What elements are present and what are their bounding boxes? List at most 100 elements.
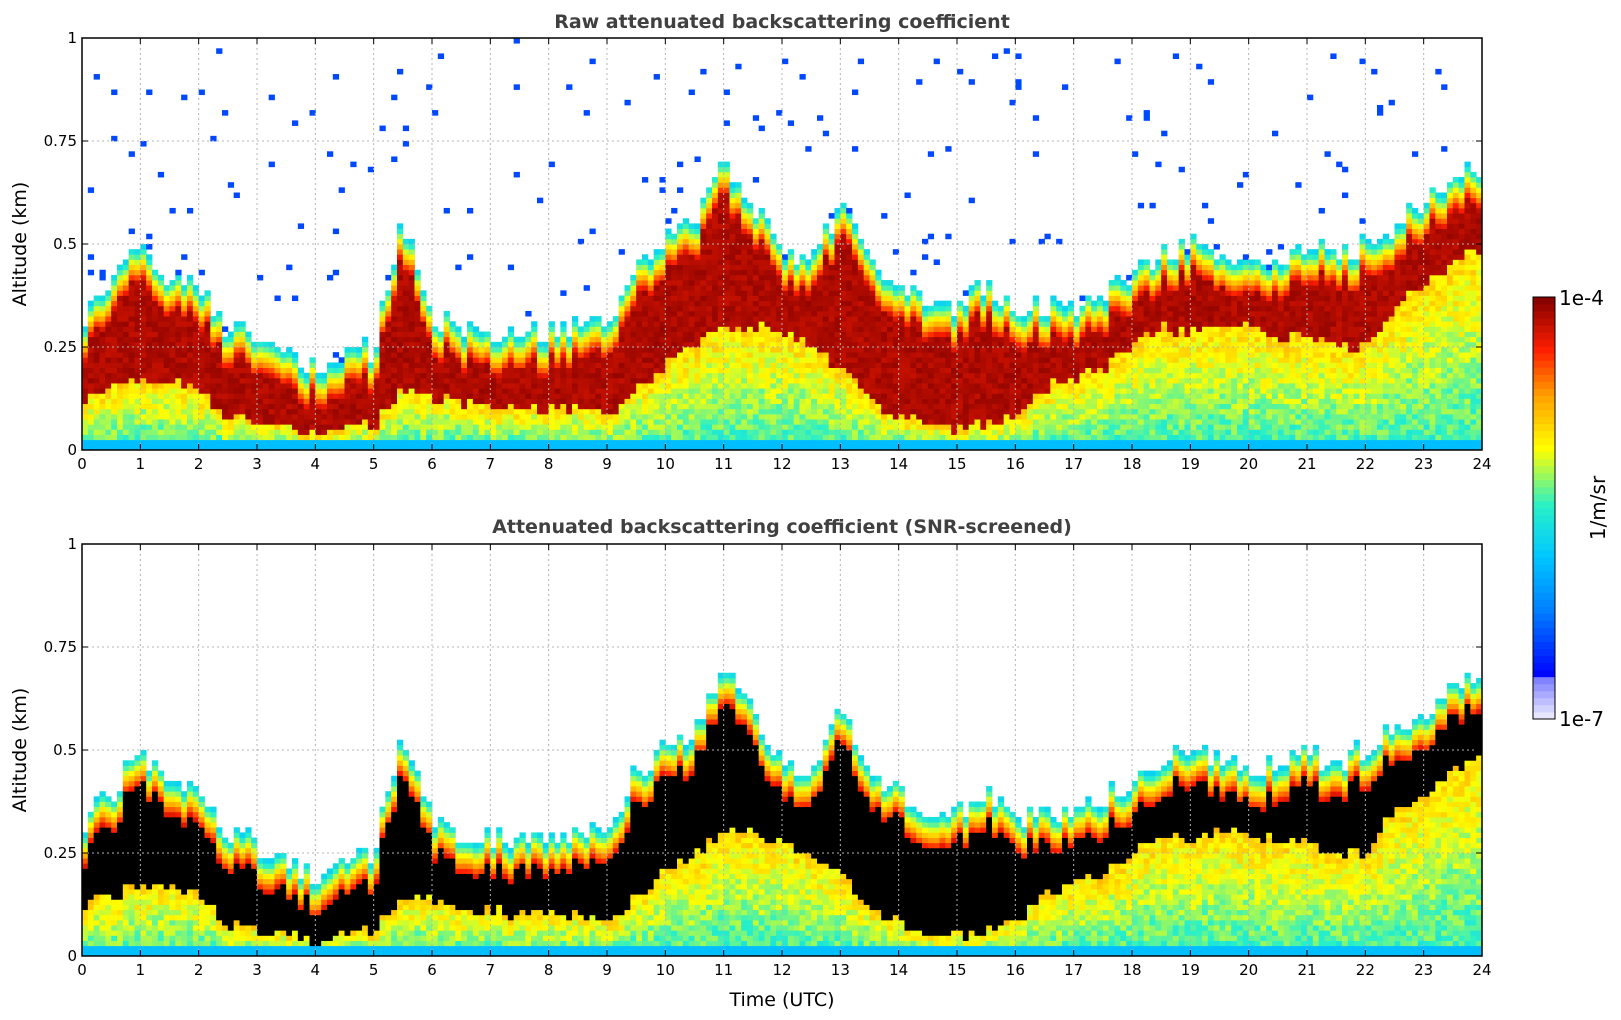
heatmap-cell [671, 264, 678, 271]
heatmap-cell [315, 413, 322, 420]
heatmap-cell [927, 383, 935, 389]
heatmap-cell [653, 362, 660, 368]
heatmap-cell [968, 398, 975, 405]
heatmap-cell [280, 357, 287, 363]
heatmap-cell [449, 372, 456, 379]
heatmap-cell [134, 419, 141, 425]
heatmap-cell [822, 228, 830, 235]
heatmap-cell [671, 347, 678, 353]
heatmap-cell [455, 377, 462, 384]
heatmap-cell [846, 383, 853, 389]
heatmap-cell [461, 408, 468, 415]
heatmap-cell [799, 352, 806, 358]
heatmap-cell [677, 244, 684, 250]
heatmap-cell [764, 341, 771, 348]
heatmap-cell [671, 444, 678, 450]
heatmap-cell [782, 429, 789, 435]
heatmap-cell [852, 223, 859, 229]
heatmap-cell [665, 388, 672, 394]
heatmap-cell [712, 383, 719, 389]
heatmap-cell [630, 429, 637, 435]
heatmap-cell [239, 403, 246, 410]
heatmap-cell [519, 439, 526, 446]
heatmap-cell [280, 429, 287, 435]
heatmap-cell [729, 192, 736, 199]
heatmap-cell [688, 352, 695, 358]
heatmap-cell [262, 347, 270, 353]
heatmap-cell [951, 357, 958, 363]
heatmap-cell [385, 357, 392, 363]
heatmap-cell [426, 372, 433, 379]
heatmap-cell [968, 316, 975, 322]
heatmap-cell [805, 295, 812, 302]
heatmap-cell [811, 274, 818, 281]
heatmap-cell [980, 300, 987, 307]
heatmap-cell [187, 393, 194, 399]
heatmap-cell [659, 259, 666, 265]
heatmap-cell [117, 434, 124, 441]
heatmap-cell [397, 244, 404, 250]
heatmap-cell [688, 413, 695, 420]
heatmap-cell [449, 331, 456, 338]
heatmap-cell [665, 419, 672, 425]
heatmap-cell [688, 290, 695, 296]
heatmap-cell [548, 398, 555, 405]
heatmap-cell [741, 295, 748, 302]
heatmap-cell [292, 295, 299, 302]
heatmap-cell [175, 331, 182, 338]
heatmap-cell [682, 408, 690, 415]
heatmap-cell [811, 393, 818, 399]
heatmap-cell [262, 341, 270, 348]
heatmap-cell [677, 331, 684, 338]
heatmap-cell [105, 321, 112, 327]
heatmap-cell [735, 439, 742, 446]
heatmap-cell [747, 388, 754, 394]
heatmap-cell [974, 393, 981, 399]
heatmap-cell [922, 444, 929, 450]
heatmap-cell [128, 254, 135, 260]
heatmap-cell [216, 341, 223, 348]
heatmap-cell [420, 383, 427, 389]
heatmap-cell [128, 300, 135, 307]
heatmap-cell [857, 393, 865, 399]
heatmap-cell [117, 316, 124, 322]
heatmap-cell [758, 444, 765, 450]
heatmap-cell [647, 429, 655, 435]
heatmap-cell [706, 331, 713, 338]
heatmap-cell [857, 331, 865, 338]
heatmap-cell [117, 377, 124, 384]
heatmap-cell [782, 310, 789, 317]
heatmap-cell [437, 347, 445, 353]
heatmap-cell [379, 331, 386, 338]
heatmap-cell [140, 444, 147, 450]
heatmap-cell [706, 223, 713, 229]
heatmap-cell [927, 444, 935, 450]
heatmap-cell [677, 295, 684, 302]
heatmap-cell [292, 377, 299, 384]
heatmap-cell [612, 383, 620, 389]
heatmap-cell [875, 377, 882, 384]
heatmap-cell [688, 321, 695, 327]
heatmap-cell [93, 434, 100, 441]
heatmap-cell [723, 290, 730, 296]
heatmap-cell [741, 341, 748, 348]
heatmap-cell [694, 290, 701, 296]
heatmap-cell [362, 403, 369, 410]
heatmap-cell [875, 413, 882, 420]
heatmap-cell [146, 383, 153, 389]
heatmap-cell [402, 347, 410, 353]
heatmap-cell [111, 290, 118, 296]
heatmap-cell [122, 269, 130, 276]
heatmap-cell [134, 290, 141, 296]
heatmap-cell [87, 331, 95, 338]
heatmap-cell [449, 357, 456, 363]
heatmap-cell [677, 223, 684, 229]
heatmap-cell [852, 377, 859, 384]
heatmap-cell [741, 259, 748, 265]
heatmap-cell [735, 244, 742, 250]
heatmap-cell [233, 192, 240, 199]
heatmap-cell [828, 295, 835, 302]
heatmap-cell [327, 377, 334, 384]
heatmap-cell [274, 383, 281, 389]
heatmap-cell [87, 187, 95, 193]
